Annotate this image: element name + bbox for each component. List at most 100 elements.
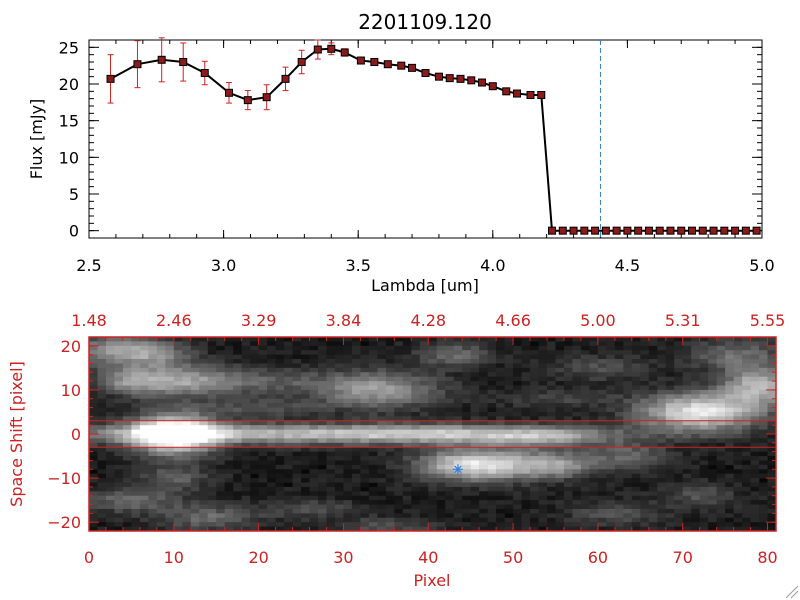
image-pixel [496, 500, 505, 505]
image-pixel [623, 491, 633, 497]
image-pixel [326, 403, 336, 408]
image-pixel [640, 504, 650, 510]
image-pixel [640, 513, 650, 519]
image-pixel [504, 464, 514, 470]
image-pixel [156, 385, 166, 391]
image-pixel [606, 367, 616, 373]
image-pixel [360, 447, 370, 452]
image-pixel [309, 420, 319, 426]
image-pixel [682, 341, 692, 347]
image-pixel [156, 363, 166, 369]
image-pixel [487, 337, 497, 342]
image-pixel [301, 508, 310, 514]
image-pixel [606, 350, 616, 355]
image-pixel [224, 381, 234, 386]
image-pixel [767, 425, 776, 430]
image-pixel [614, 504, 624, 510]
image-pixel [250, 385, 259, 391]
image-pixel [606, 526, 616, 531]
image-pixel [343, 526, 353, 531]
image-pixel [182, 363, 192, 369]
image-pixel [606, 500, 616, 505]
image-pixel [470, 411, 480, 417]
image-pixel [580, 420, 590, 426]
image-pixel [640, 411, 650, 417]
image-pixel [750, 517, 760, 523]
image-pixel [233, 447, 242, 452]
image-pixel [385, 381, 395, 386]
image-pixel [241, 385, 251, 391]
image-pixel [394, 526, 404, 531]
image-pixel [614, 354, 624, 360]
image-pixel [97, 526, 107, 531]
image-pixel [428, 381, 438, 386]
image-pixel [97, 411, 107, 417]
image-pixel [292, 376, 302, 382]
image-pixel [631, 491, 641, 497]
image-pixel [284, 495, 293, 501]
image-pixel [419, 363, 429, 369]
image-pixel [767, 491, 776, 497]
image-pixel [708, 469, 717, 474]
image-pixel [555, 354, 565, 360]
image-pixel [318, 473, 327, 479]
image-pixel [623, 438, 633, 444]
image-pixel [419, 522, 429, 527]
image-pixel [572, 363, 582, 369]
image-pixel [250, 469, 259, 474]
image-pixel [445, 513, 454, 519]
image-pixel [411, 482, 421, 488]
image-pixel [572, 372, 582, 377]
image-pixel [445, 420, 454, 426]
image-pixel [589, 460, 599, 466]
image-pixel [657, 363, 667, 369]
image-pixel [207, 363, 217, 369]
image-pixel [487, 451, 497, 457]
image-pixel [767, 367, 776, 373]
image-pixel [530, 464, 539, 470]
image-pixel [470, 500, 480, 505]
image-pixel [504, 500, 514, 505]
image-pixel [682, 363, 692, 369]
image-pixel [547, 513, 556, 519]
image-pixel [318, 389, 327, 395]
image-pixel [725, 451, 734, 457]
image-pixel [267, 429, 276, 435]
image-pixel [589, 403, 599, 408]
image-pixel [334, 403, 344, 408]
flux-point [580, 226, 589, 235]
image-pixel [377, 341, 387, 347]
image-pixel [589, 469, 599, 474]
image-pixel [326, 372, 336, 377]
image-pixel [657, 416, 667, 422]
image-pixel [122, 500, 132, 505]
image-pixel [122, 389, 132, 395]
image-pixel [131, 447, 141, 452]
image-pixel [182, 495, 192, 501]
image-pixel [674, 425, 683, 430]
image-pixel [572, 438, 582, 444]
image-pixel [445, 411, 454, 417]
image-pixel [631, 376, 641, 382]
image-pixel [250, 495, 259, 501]
image-pixel [708, 517, 717, 523]
image-pixel [360, 495, 370, 501]
image-pixel [513, 389, 522, 395]
image-pixel [708, 486, 717, 492]
image-pixel [275, 478, 285, 483]
image-pixel [258, 508, 268, 514]
image-pixel [555, 425, 565, 430]
image-pixel [742, 508, 751, 514]
resize-grip-icon[interactable] [785, 585, 799, 599]
image-pixel [733, 469, 743, 474]
image-pixel [207, 482, 217, 488]
image-pixel [343, 447, 353, 452]
image-pixel [631, 407, 641, 413]
image-pixel [275, 491, 285, 497]
image-pixel [453, 491, 463, 497]
image-pixel [156, 508, 166, 514]
image-pixel [360, 482, 370, 488]
image-pixel [250, 354, 259, 360]
image-pixel [411, 469, 421, 474]
